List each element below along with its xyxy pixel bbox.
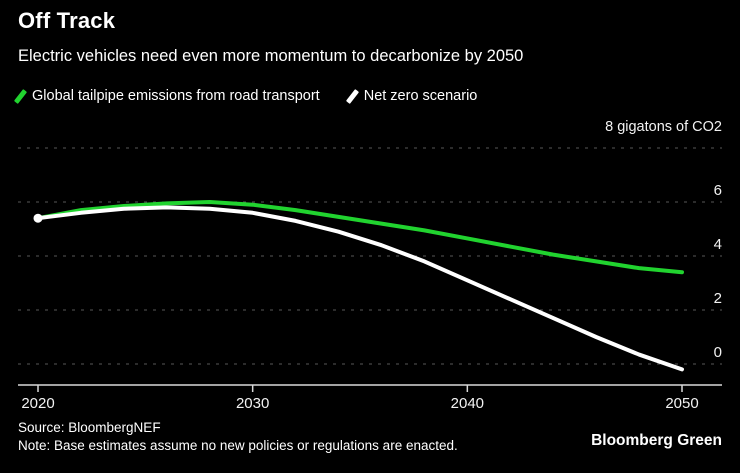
page-title: Off Track — [18, 8, 116, 33]
y-tick-label-2: 2 — [714, 290, 722, 307]
y-tick-label-0: 0 — [714, 344, 722, 361]
legend-item-netzero: Net zero scenario — [345, 88, 478, 104]
x-tick-label-2040: 2040 — [451, 395, 484, 412]
series-line-0 — [36, 200, 684, 275]
chart-subtitle: Electric vehicles need even more momentu… — [18, 47, 524, 65]
legend-label-netzero: Net zero scenario — [363, 88, 478, 104]
y-axis-unit-label: 8 gigatons of CO2 — [605, 119, 722, 135]
x-tick-label-2020: 2020 — [21, 395, 54, 412]
legend: Global tailpipe emissions from road tran… — [13, 88, 478, 104]
source-text: Source: BloombergNEF — [18, 420, 161, 435]
x-tick-label-2050: 2050 — [665, 395, 698, 412]
white-line-swatch-icon — [345, 88, 359, 104]
y-tick-label-4: 4 — [714, 236, 722, 253]
green-line-swatch-icon — [13, 88, 28, 104]
series-line-1 — [36, 205, 684, 372]
legend-item-emissions: Global tailpipe emissions from road tran… — [13, 88, 320, 104]
series-start-marker — [33, 213, 43, 223]
brand-logo: Bloomberg Green — [591, 432, 722, 449]
y-tick-label-6: 6 — [714, 182, 722, 199]
note-text: Note: Base estimates assume no new polic… — [18, 438, 458, 453]
legend-label-emissions: Global tailpipe emissions from road tran… — [32, 88, 320, 104]
x-tick-label-2030: 2030 — [236, 395, 269, 412]
